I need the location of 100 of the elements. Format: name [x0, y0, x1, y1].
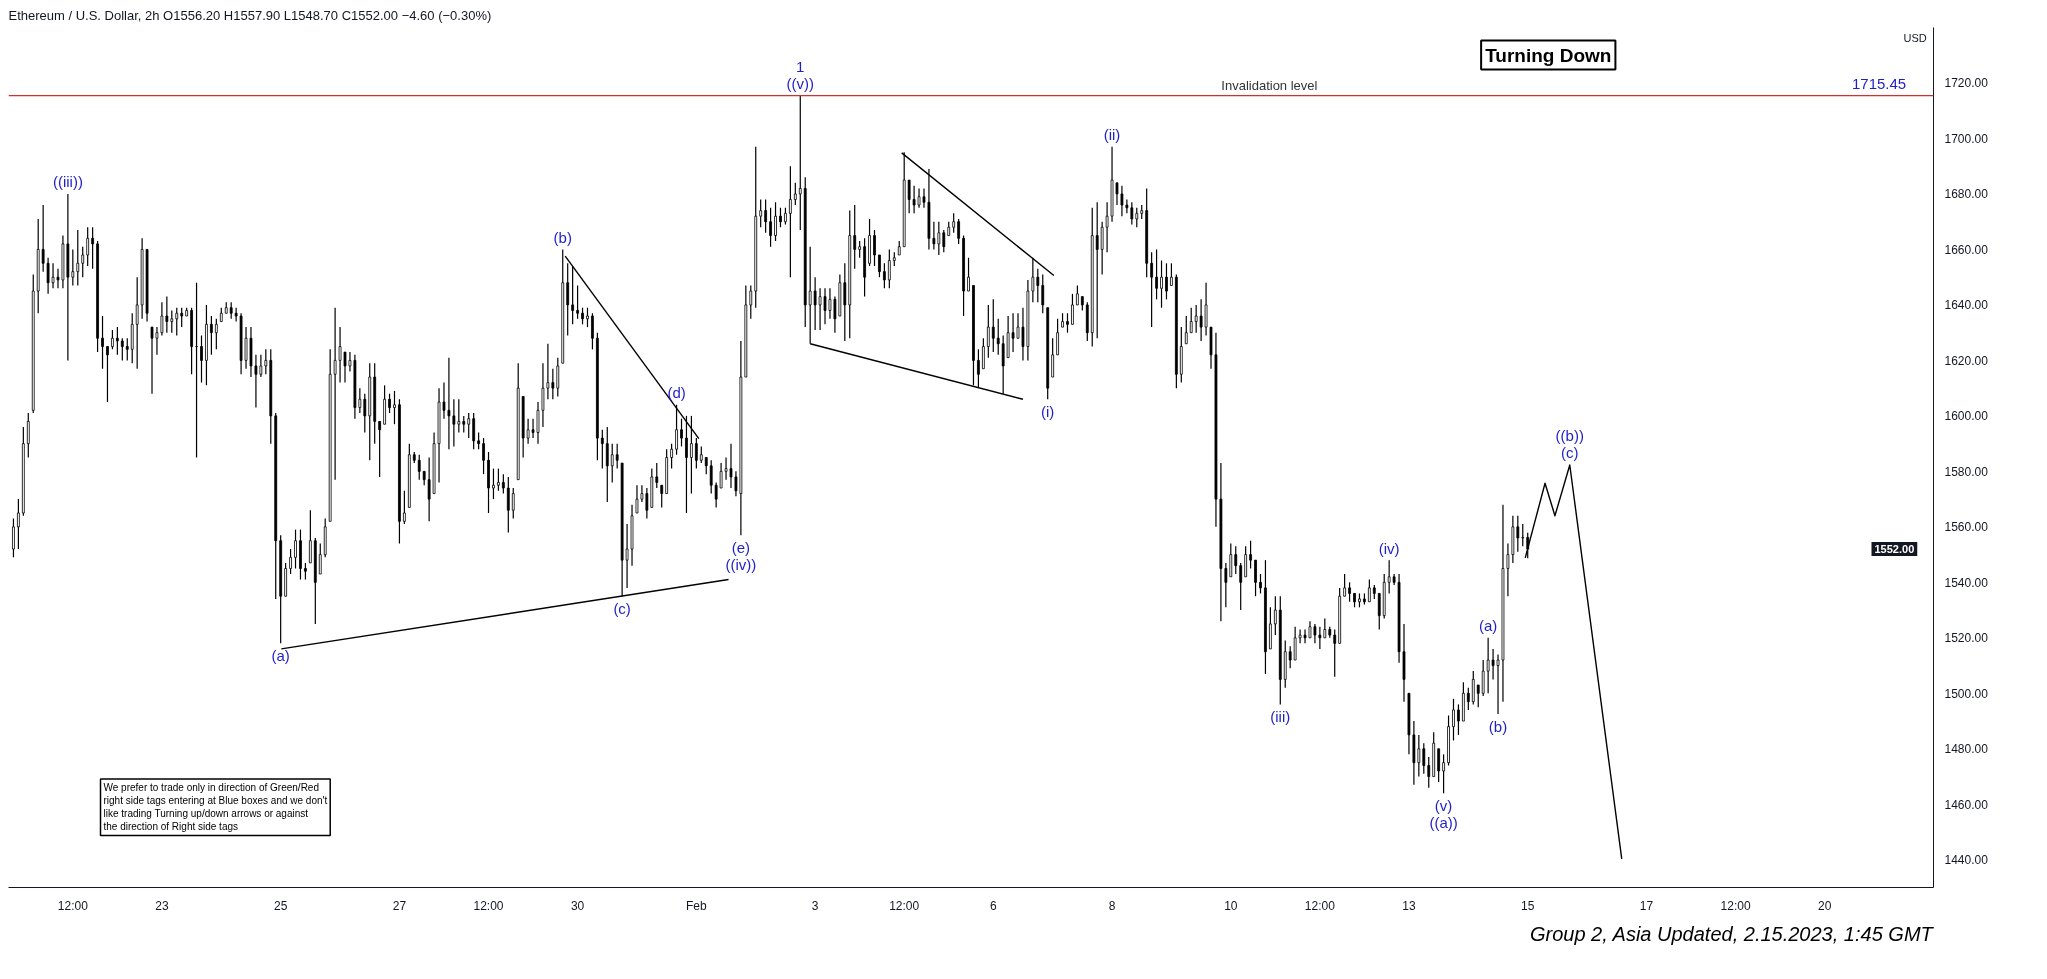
- candlestick: [86, 226, 90, 267]
- candlestick: [1229, 542, 1233, 578]
- candlestick: [492, 468, 495, 500]
- candlestick: [586, 307, 589, 328]
- annotation: ((a)): [1429, 813, 1458, 831]
- candlestick: [214, 318, 218, 350]
- candlestick: [759, 198, 763, 228]
- y-tick-label: 1480.00: [1944, 742, 1989, 757]
- candlestick: [883, 262, 886, 289]
- annotation: (b): [1488, 717, 1508, 735]
- annotation: 1: [796, 57, 805, 75]
- candlestick: [1457, 703, 1460, 736]
- candlestick: [1135, 207, 1139, 228]
- y-tick-label: 1540.00: [1944, 575, 1989, 590]
- candlestick: [1184, 315, 1188, 345]
- y-tick-label: 1580.00: [1944, 464, 1989, 479]
- candlestick: [363, 393, 367, 434]
- x-tick-label: 30: [570, 898, 585, 913]
- annotation: (a): [1478, 617, 1498, 635]
- y-tick-label: 1560.00: [1944, 520, 1989, 535]
- y-tick-label: 1620.00: [1944, 353, 1989, 368]
- candlestick: [556, 357, 560, 398]
- candlestick: [417, 454, 421, 481]
- candlestick: [774, 201, 777, 242]
- candlestick: [101, 315, 104, 370]
- chart-title: Ethereum / U.S. Dollar, 2h O1556.20 H1557.90 L1548.70 C1552.00 −4.60 (−0.30%): [8, 7, 492, 23]
- y-tick-label: 1500.00: [1944, 686, 1989, 701]
- candlestick: [403, 490, 406, 525]
- candlestick: [957, 218, 961, 245]
- annotation: ((v)): [786, 75, 815, 93]
- x-tick-label: 13: [1402, 898, 1416, 913]
- candlestick: [76, 229, 80, 287]
- candlestick: [472, 412, 476, 450]
- annotation: (a): [271, 646, 290, 664]
- ref-line-label: Invalidation level: [1221, 77, 1318, 93]
- candlestick: [487, 451, 490, 514]
- candlestick: [784, 207, 787, 226]
- candlestick: [388, 393, 391, 414]
- candlestick: [1481, 659, 1485, 697]
- annotation: (iii): [1270, 707, 1291, 725]
- annotation: 1552.00: [1874, 543, 1915, 556]
- candlestick: [1273, 595, 1277, 636]
- candlestick: [111, 329, 114, 350]
- candlestick: [398, 398, 401, 545]
- candlestick: [1442, 753, 1445, 794]
- candlestick: [175, 307, 179, 337]
- candlestick: [205, 304, 208, 386]
- candlestick: [135, 276, 139, 370]
- candlestick: [1224, 562, 1228, 608]
- candlestick: [91, 226, 95, 270]
- x-tick-label: 6: [989, 898, 997, 913]
- candlestick: [234, 307, 238, 323]
- annotation: (c): [1561, 444, 1579, 462]
- candlestick: [996, 318, 1000, 356]
- candlestick: [887, 248, 891, 289]
- y-tick-label: 1440.00: [1944, 853, 1989, 868]
- annotation: 1715.45: [1851, 74, 1907, 92]
- annotation: (ii): [1103, 126, 1121, 144]
- candlestick: [1367, 578, 1371, 603]
- candlestick: [1056, 318, 1059, 356]
- candlestick: [1293, 626, 1297, 661]
- candlestick: [1264, 559, 1267, 675]
- annotation: (i): [1041, 402, 1055, 420]
- candlestick: [1244, 545, 1248, 578]
- candlestick: [1041, 273, 1045, 314]
- candlestick: [878, 254, 881, 278]
- candlestick: [294, 529, 297, 570]
- candlestick: [591, 312, 594, 350]
- candlestick: [932, 221, 936, 251]
- candlestick: [264, 348, 268, 375]
- candlestick: [452, 398, 456, 447]
- candlestick: [873, 229, 876, 267]
- y-tick-label: 1660.00: [1944, 242, 1989, 257]
- candlestick: [497, 468, 500, 492]
- candlestick: [1100, 221, 1104, 275]
- candlestick: [447, 357, 451, 450]
- annotation: (c): [613, 599, 631, 617]
- candlestick: [160, 301, 164, 337]
- candlestick: [635, 484, 639, 514]
- candlestick: [605, 426, 609, 503]
- x-tick-label: 12:00: [1720, 898, 1751, 913]
- candlestick: [581, 307, 584, 325]
- candlestick: [610, 443, 614, 484]
- candlestick: [576, 284, 579, 320]
- annotation: Turning Down: [1485, 44, 1612, 66]
- candlestick: [170, 309, 174, 334]
- candlestick: [81, 246, 85, 278]
- x-tick-label: 17: [1639, 898, 1654, 913]
- x-tick-label: 8: [1108, 898, 1116, 913]
- candlestick: [210, 315, 213, 356]
- candlestick: [680, 418, 683, 447]
- candlestick: [566, 262, 570, 337]
- annotation: (iv): [1378, 539, 1400, 557]
- candlestick: [1239, 562, 1243, 611]
- candlestick: [200, 334, 203, 384]
- candlestick: [289, 548, 292, 575]
- x-tick-label: 27: [392, 898, 407, 913]
- candlestick: [308, 509, 312, 564]
- candlestick: [615, 443, 619, 470]
- x-tick-label: 23: [155, 898, 169, 913]
